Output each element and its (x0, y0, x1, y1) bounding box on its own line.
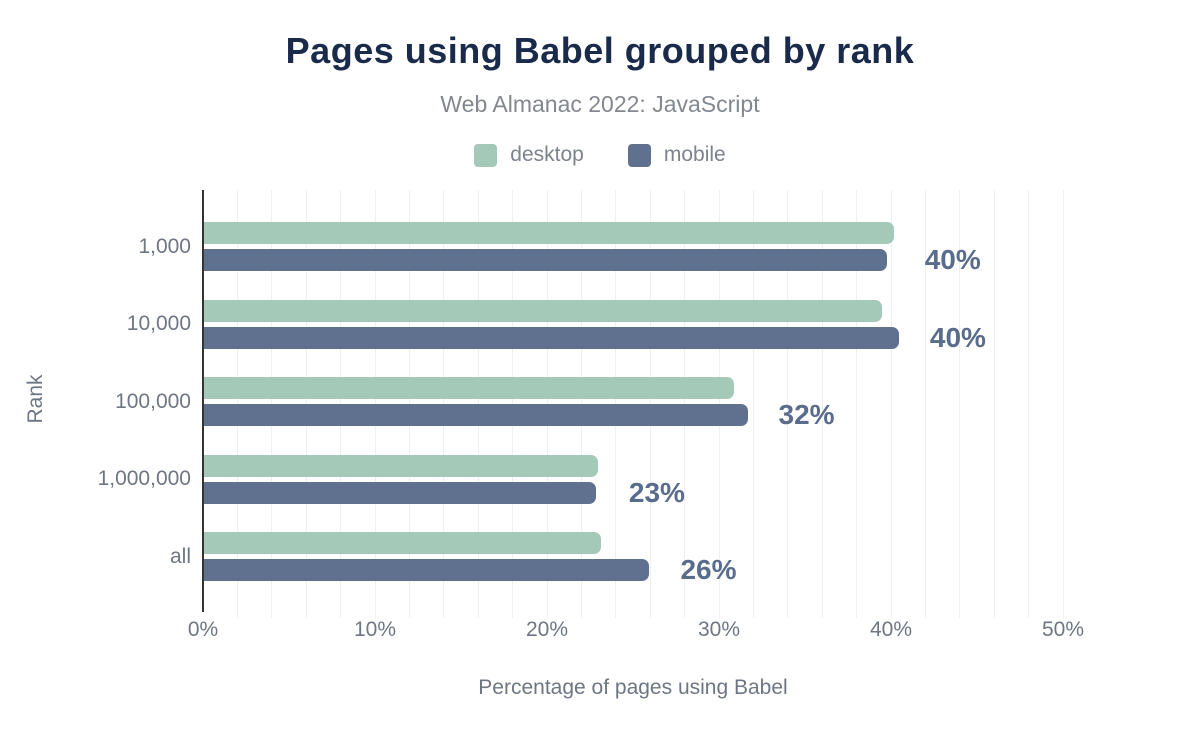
bar-mobile-all (204, 559, 650, 581)
gridline (856, 190, 858, 618)
gridline (993, 190, 995, 618)
bar-desktop-all (204, 532, 602, 554)
data-label-10,000: 40% (929, 321, 986, 353)
data-label-1,000: 40% (924, 244, 981, 275)
data-label-all: 26% (680, 554, 737, 585)
bar-desktop-100,000 (204, 377, 734, 399)
y-category-label-1,000: 1,000 (138, 234, 191, 258)
gridline (1062, 190, 1064, 618)
x-tick-label-30%: 30% (697, 618, 741, 641)
x-tick-label-40%: 40% (869, 618, 913, 641)
chart-title: Pages using Babel grouped by rank (285, 30, 915, 71)
y-axis-title: Rank (24, 374, 47, 424)
bar-mobile-1,000,000 (204, 481, 597, 504)
bar-desktop-1,000 (204, 222, 894, 244)
legend-swatch-mobile-icon (627, 143, 651, 167)
plot-area: 40% 40% 32% 23% 26% (202, 190, 1064, 618)
y-category-label-all: all (169, 544, 191, 568)
y-category-label-10,000: 10,000 (126, 312, 191, 335)
y-axis-line (202, 190, 204, 612)
data-label-1,000,000: 23% (628, 476, 685, 508)
bar-mobile-100,000 (204, 404, 748, 426)
legend-item-desktop: desktop (474, 143, 584, 167)
gridline (752, 190, 754, 618)
data-label-100,000: 32% (778, 399, 835, 430)
x-tick-label-0%: 0% (187, 618, 219, 641)
gridline (959, 190, 961, 618)
legend-swatch-desktop-icon (474, 143, 498, 167)
bar-mobile-10,000 (204, 326, 899, 349)
x-tick-label-20%: 20% (525, 618, 569, 641)
y-category-label-1,000,000: 1,000,000 (97, 467, 191, 490)
bar-desktop-1,000,000 (204, 454, 598, 477)
gridline (890, 190, 892, 618)
gridline (1028, 190, 1030, 618)
gridline (924, 190, 926, 618)
x-axis-title: Percentage of pages using Babel (478, 676, 788, 699)
y-category-label-100,000: 100,000 (115, 389, 191, 413)
x-tick-label-10%: 10% (353, 618, 397, 641)
legend-label: desktop (510, 143, 584, 166)
gridline (821, 190, 823, 618)
legend-item-mobile: mobile (627, 143, 726, 167)
bar-mobile-1,000 (204, 249, 887, 271)
legend: desktop mobile (0, 143, 1200, 167)
x-tick-label-50%: 50% (1041, 618, 1085, 641)
gridline (787, 190, 789, 618)
bar-desktop-10,000 (204, 299, 882, 322)
legend-label: mobile (663, 143, 726, 166)
chart-subtitle: Web Almanac 2022: JavaScript (440, 91, 760, 117)
